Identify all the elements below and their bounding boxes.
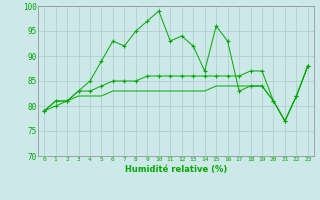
X-axis label: Humidité relative (%): Humidité relative (%) [125, 165, 227, 174]
